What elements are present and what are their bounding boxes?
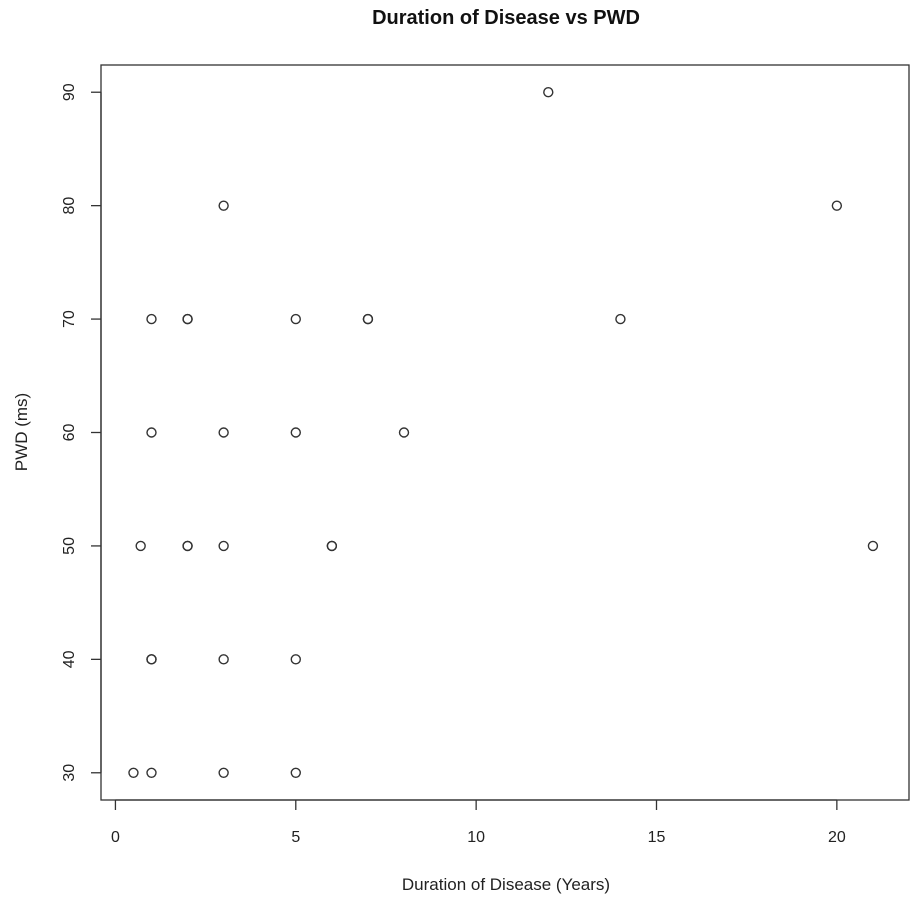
data-point xyxy=(290,767,301,778)
data-point xyxy=(290,313,301,325)
data-point xyxy=(218,427,229,438)
data-point xyxy=(128,767,139,778)
x-tick-label: 20 xyxy=(828,829,846,846)
data-point xyxy=(831,200,843,211)
y-tick-label: 40 xyxy=(61,650,78,668)
y-tick-label: 50 xyxy=(61,537,78,555)
y-axis-label: PWD (ms) xyxy=(12,393,31,471)
data-point xyxy=(290,654,301,665)
data-point xyxy=(146,767,157,778)
y-tick-label: 60 xyxy=(61,424,78,442)
x-tick-label: 10 xyxy=(467,829,485,846)
plot-area-frame xyxy=(100,64,910,801)
data-point xyxy=(218,767,229,778)
data-point xyxy=(326,540,338,552)
data-point xyxy=(362,313,374,325)
y-tick-label: 30 xyxy=(61,764,78,782)
y-tick-label: 90 xyxy=(61,83,78,101)
x-tick-label: 15 xyxy=(648,829,666,846)
data-point xyxy=(182,313,193,325)
y-axis: 30 40 50 60 70 80 90 xyxy=(61,83,102,782)
data-point xyxy=(146,313,157,325)
data-point xyxy=(615,313,626,325)
x-tick-label: 0 xyxy=(111,829,120,846)
data-points xyxy=(128,87,879,778)
data-point xyxy=(290,427,301,438)
data-point xyxy=(543,87,554,98)
y-tick-label: 70 xyxy=(61,310,78,328)
data-point xyxy=(218,654,229,665)
x-axis: 0 5 10 15 20 xyxy=(111,799,846,846)
data-point xyxy=(182,540,193,552)
data-point xyxy=(218,200,229,211)
x-tick-label: 5 xyxy=(291,829,300,846)
data-point xyxy=(218,540,229,552)
x-axis-label: Duration of Disease (Years) xyxy=(402,875,610,894)
y-tick-label: 80 xyxy=(61,197,78,215)
data-point xyxy=(398,427,410,438)
data-point xyxy=(135,540,146,552)
data-point xyxy=(146,427,157,438)
chart-title: Duration of Disease vs PWD xyxy=(372,7,640,29)
data-point xyxy=(146,654,157,665)
data-point xyxy=(867,540,879,552)
